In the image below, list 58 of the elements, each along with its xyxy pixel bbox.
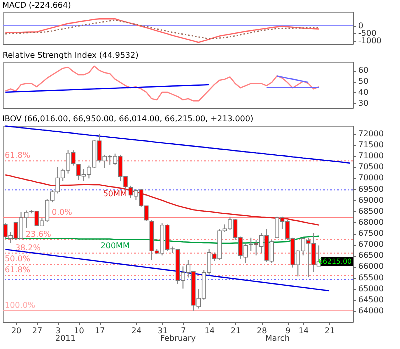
line-series <box>5 84 210 94</box>
text: March <box>266 334 290 343</box>
x-tick-label: 7 <box>181 326 186 336</box>
y-tick-label: 68000 <box>358 218 384 227</box>
y-tick-label: 69000 <box>358 196 384 205</box>
text: February <box>160 334 196 343</box>
x-tick-label: 20 <box>11 326 22 336</box>
chart-title: IBOV (66,016.00, 66,950.00, 66,014.00, 66,215.00, +213.000) <box>2 114 254 124</box>
x-tick-label: 14 <box>204 326 215 336</box>
y-tick-label: 69500 <box>358 184 384 194</box>
y-tick-label: -1000 <box>358 36 382 46</box>
x-tick-label: 14 <box>298 326 309 336</box>
x-tick-label: 17 <box>95 326 106 336</box>
y-tick-label: 70500 <box>358 162 384 172</box>
y-tick-label: 64000 <box>358 306 384 316</box>
annotation: 61.8% <box>5 266 31 275</box>
y-tick-label: -500 <box>358 28 377 38</box>
x-tick-label: 31 <box>158 326 168 336</box>
y-tick-label: 66000 <box>358 262 384 272</box>
series-label: 50MM <box>103 190 128 198</box>
y-tick-label: 50 <box>358 77 369 86</box>
y-tick-label: 40 <box>358 88 369 97</box>
y-tick-label: 70000 <box>358 174 384 183</box>
series-label: 200MM <box>100 242 130 251</box>
annotation: 38.2% <box>15 243 42 252</box>
y-tick-label: 71000 <box>358 152 384 161</box>
y-tick-label: 65000 <box>358 284 384 294</box>
chart-title: Relative Strength Index (44.9532) <box>2 51 139 60</box>
x-tick-label: 9 <box>286 326 291 336</box>
annotation: 61.8% <box>5 151 31 160</box>
x-tick-label: 21 <box>230 326 242 336</box>
y-tick-label: 65500 <box>358 273 384 282</box>
annotation: 100.0% <box>5 300 36 310</box>
y-tick-label: 67500 <box>358 229 384 238</box>
x-tick-label: 24 <box>132 326 142 336</box>
y-tick-label: 0 <box>358 21 364 30</box>
x-tick-label: 10 <box>74 326 84 336</box>
chart-title: MACD (-224.664) <box>2 1 72 10</box>
line-series <box>5 66 320 102</box>
x-tick-label: 28 <box>256 326 268 336</box>
y-tick-label: 68500 <box>358 206 384 216</box>
x-tick-label: 27 <box>32 326 43 336</box>
y-tick-label: 66500 <box>358 251 384 260</box>
annotation: 0.0% <box>52 208 73 218</box>
annotation: 23.6% <box>26 230 52 239</box>
x-tick-label: 21 <box>324 326 336 336</box>
x-tick-label: 3 <box>56 326 61 336</box>
line-series <box>5 174 320 226</box>
y-tick-label: 71500 <box>358 140 384 150</box>
y-tick-label: 60 <box>358 66 369 76</box>
y-tick-label: 72000 <box>358 129 384 138</box>
y-tick-label: 64500 <box>358 295 384 304</box>
y-tick-label: 30 <box>358 98 369 108</box>
annotation: 50.0% <box>5 254 31 264</box>
line-series <box>276 76 310 84</box>
text: 2011 <box>56 334 76 343</box>
line-series <box>5 126 351 164</box>
y-tick-label: 67000 <box>358 240 384 250</box>
